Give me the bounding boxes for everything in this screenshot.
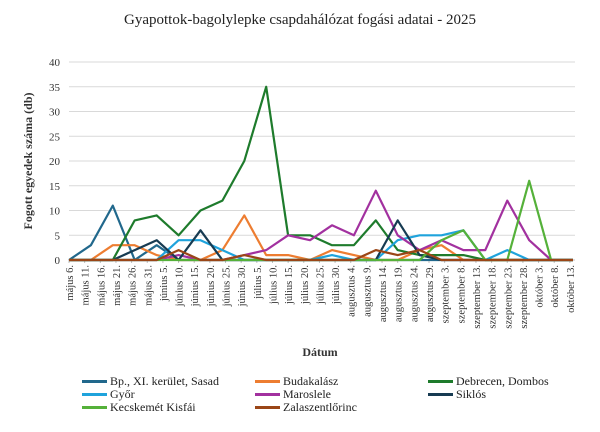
legend-label: Kecskemét Kisfái (110, 400, 196, 414)
x-tick-label: szeptember 23. (503, 265, 514, 329)
y-tick-label: 0 (55, 255, 61, 267)
x-tick-label: szeptember 13. (472, 265, 483, 329)
y-tick-label: 30 (49, 107, 61, 119)
x-tick-label: július 5. (253, 265, 264, 300)
legend-label: Maroslele (283, 387, 331, 401)
y-tick-label: 40 (49, 57, 61, 69)
y-tick-label: 10 (49, 206, 61, 218)
x-tick-label: július 10. (268, 265, 279, 305)
y-tick-label: 20 (49, 156, 61, 168)
legend-item: Kecskemét Kisfái (82, 400, 196, 415)
x-tick-label: augusztus 14. (378, 265, 389, 322)
legend-label: Győr (110, 387, 135, 401)
x-tick-label: július 15. (284, 265, 295, 305)
legend-swatch (428, 380, 453, 383)
x-tick-label: augusztus 24. (409, 265, 420, 322)
legend-swatch (255, 393, 280, 396)
legend-label: Zalaszentlőrinc (283, 400, 357, 414)
legend-label: Siklós (456, 387, 487, 401)
x-tick-label: július 25. (315, 265, 326, 305)
legend-swatch (82, 380, 107, 383)
x-tick-label: május 11. (81, 265, 92, 305)
x-tick-label: október 8. (550, 265, 561, 308)
legend-item: Debrecen, Dombos (428, 374, 549, 389)
x-tick-label: szeptember 3. (441, 265, 452, 323)
chart-title: Gyapottok-bagolylepke csapdahálózat fogá… (124, 12, 476, 28)
x-tick-label: augusztus 4. (347, 265, 358, 317)
legend-swatch (255, 406, 280, 409)
x-tick-label: augusztus 9. (362, 265, 373, 317)
y-tick-label: 25 (49, 131, 61, 143)
x-tick-label: augusztus 19. (394, 265, 405, 322)
legend-item: Budakalász (255, 374, 338, 389)
x-tick-label: május 6. (65, 265, 76, 301)
y-tick-label: 15 (49, 181, 61, 193)
x-tick-label: június 30. (237, 265, 248, 307)
legend-swatch (82, 406, 107, 409)
x-tick-label: október 3. (535, 265, 546, 308)
legend-label: Bp., XI. kerület, Sasad (110, 374, 219, 388)
x-tick-label: július 30. (331, 265, 342, 305)
legend-swatch (428, 393, 453, 396)
y-tick-label: 5 (55, 230, 61, 242)
y-axis-label: Fogott egyedek száma (db) (21, 93, 35, 230)
legend-item: Siklós (428, 387, 486, 402)
legend-item: Zalaszentlőrinc (255, 400, 357, 415)
x-tick-label: szeptember 28. (519, 265, 530, 329)
x-tick-label: június 10. (175, 265, 186, 307)
x-tick-label: május 31. (143, 265, 154, 306)
x-tick-label: május 16. (96, 265, 107, 306)
legend-swatch (82, 393, 107, 396)
x-tick-label: június 25. (222, 265, 233, 307)
legend-item: Maroslele (255, 387, 331, 402)
x-tick-label: augusztus 29. (425, 265, 436, 322)
legend-label: Debrecen, Dombos (456, 374, 549, 388)
x-tick-label: október 13. (566, 265, 577, 313)
legend-label: Budakalász (283, 374, 339, 388)
x-tick-label: június 15. (190, 265, 201, 307)
x-tick-labels: május 6. május 11. május 16. május 21. május… (65, 265, 577, 329)
x-tick-label: május 26. (128, 265, 139, 306)
y-tick-labels: 0 5 10 15 20 25 30 35 40 (49, 57, 61, 267)
x-tick-label: szeptember 18. (488, 265, 499, 329)
x-tick-label: május 21. (112, 265, 123, 306)
legend-item: Győr (82, 387, 135, 402)
x-tick-label: június 5. (159, 265, 170, 302)
x-tick-label: június 20. (206, 265, 217, 307)
series-lines (68, 85, 573, 262)
x-axis-label: Dátum (302, 345, 337, 359)
y-tick-label: 35 (49, 82, 61, 94)
x-tick-label: július 20. (300, 265, 311, 305)
legend-item: Bp., XI. kerület, Sasad (82, 374, 219, 389)
x-tick-label: szeptember 8. (456, 265, 467, 323)
series-line (69, 249, 573, 262)
legend-swatch (255, 380, 280, 383)
